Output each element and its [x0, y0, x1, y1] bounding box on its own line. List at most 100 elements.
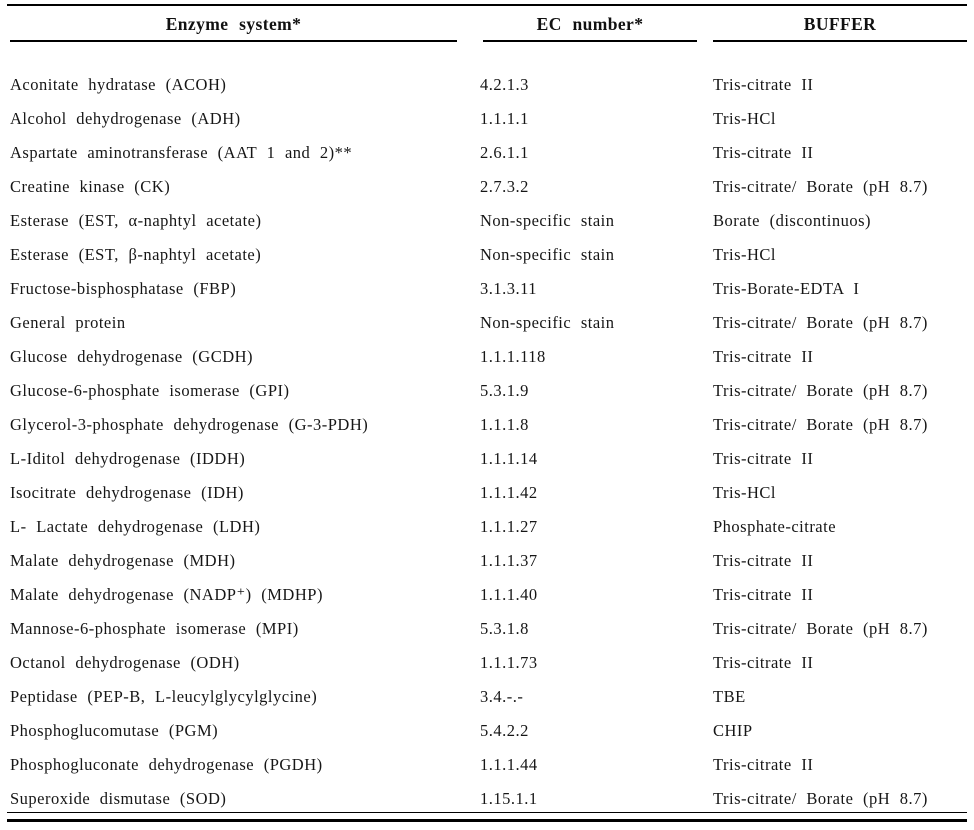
ec-number-cell: 1.15.1.1	[480, 789, 538, 808]
enzyme-system-cell: L-Iditol dehydrogenase (IDDH)	[10, 449, 246, 468]
enzyme-system-cell: Peptidase (PEP-B, L-leucylglycylglycine)	[10, 687, 318, 706]
buffer-header-underline	[713, 40, 967, 42]
table-bottom-rule-thick	[7, 819, 967, 822]
table-row: Octanol dehydrogenase (ODH) 1.1.1.73 Tris-…	[0, 646, 974, 680]
table-row: L-Iditol dehydrogenase (IDDH) 1.1.1.14 Tri…	[0, 442, 974, 476]
table-row: Malate dehydrogenase (MDH) 1.1.1.37 Tris-c…	[0, 544, 974, 578]
enzyme-system-cell: Fructose-bisphosphatase (FBP)	[10, 279, 237, 298]
enzyme-system-cell: Glycerol-3-phosphate dehydrogenase (G-3-…	[10, 415, 369, 434]
buffer-cell: Tris-citrate/ Borate (pH 8.7)	[713, 789, 928, 808]
enzyme-system-cell: Malate dehydrogenase (MDH)	[10, 551, 236, 570]
ec-number-cell: Non-specific stain	[480, 245, 615, 264]
table-row: Glucose dehydrogenase (GCDH) 1.1.1.118 Tri…	[0, 340, 974, 374]
enzyme-system-cell: L- Lactate dehydrogenase (LDH)	[10, 517, 261, 536]
enzyme-system-cell: Esterase (EST, α-naphtyl acetate)	[10, 211, 262, 230]
enzyme-system-cell: Creatine kinase (CK)	[10, 177, 171, 196]
ec-number-cell: 1.1.1.37	[480, 551, 538, 570]
enzyme-system-cell: Malate dehydrogenase (NADP⁺) (MDHP)	[10, 585, 323, 604]
ec-number-cell: 1.1.1.42	[480, 483, 538, 502]
table-header: Enzyme system* EC number* BUFFER	[0, 11, 974, 37]
enzyme-system-cell: Glucose-6-phosphate isomerase (GPI)	[10, 381, 290, 400]
table-row: L- Lactate dehydrogenase (LDH) 1.1.1.27 Ph…	[0, 510, 974, 544]
buffer-cell: Tris-citrate/ Borate (pH 8.7)	[713, 619, 928, 638]
column-header-ec-number: EC number*	[536, 14, 644, 34]
buffer-cell: Tris-citrate/ Borate (pH 8.7)	[713, 177, 928, 196]
table-row: Isocitrate dehydrogenase (IDH) 1.1.1.42 Tr…	[0, 476, 974, 510]
enzyme-system-cell: Phosphoglucomutase (PGM)	[10, 721, 219, 740]
ec-number-cell: 2.7.3.2	[480, 177, 529, 196]
buffer-cell: Tris-citrate II	[713, 143, 814, 162]
table-row: Phosphoglucomutase (PGM) 5.4.2.2 CHIP	[0, 714, 974, 748]
ec-number-cell: 5.3.1.9	[480, 381, 529, 400]
buffer-cell: Tris-HCl	[713, 245, 776, 264]
buffer-cell: Tris-citrate II	[713, 347, 814, 366]
enzyme-system-cell: General protein	[10, 313, 126, 332]
table-row: Aspartate aminotransferase (AAT 1 and 2)…	[0, 136, 974, 170]
ec-number-header-underline	[483, 40, 697, 42]
table-bottom-rule-thin	[7, 812, 967, 813]
enzyme-system-cell: Aspartate aminotransferase (AAT 1 and 2)…	[10, 143, 353, 162]
table-row: Fructose-bisphosphatase (FBP) 3.1.3.11 Tri…	[0, 272, 974, 306]
buffer-cell: Tris-HCl	[713, 109, 776, 128]
buffer-cell: Tris-HCl	[713, 483, 776, 502]
enzyme-system-cell: Aconitate hydratase (ACOH)	[10, 75, 227, 94]
buffer-cell: Tris-citrate/ Borate (pH 8.7)	[713, 381, 928, 400]
buffer-cell: Phosphate-citrate	[713, 517, 837, 536]
table-row: Mannose-6-phosphate isomerase (MPI) 5.3.1…	[0, 612, 974, 646]
buffer-cell: Tris-citrate II	[713, 75, 814, 94]
column-header-enzyme-system: Enzyme system*	[165, 14, 302, 34]
table-row: Creatine kinase (CK) 2.7.3.2 Tris-citrate/…	[0, 170, 974, 204]
buffer-cell: Tris-citrate II	[713, 585, 814, 604]
table-row: Phosphogluconate dehydrogenase (PGDH) 1.1…	[0, 748, 974, 782]
table-row: Alcohol dehydrogenase (ADH) 1.1.1.1 Tris-H…	[0, 102, 974, 136]
ec-number-cell: Non-specific stain	[480, 313, 615, 332]
enzyme-system-header-underline	[10, 40, 457, 42]
ec-number-cell: 1.1.1.118	[480, 347, 546, 366]
ec-number-cell: 1.1.1.27	[480, 517, 538, 536]
ec-number-cell: 1.1.1.73	[480, 653, 538, 672]
table-top-rule	[7, 4, 967, 6]
table-row: Esterase (EST, α-naphtyl acetate) Non-spe…	[0, 204, 974, 238]
enzyme-system-cell: Isocitrate dehydrogenase (IDH)	[10, 483, 244, 502]
ec-number-cell: 1.1.1.8	[480, 415, 529, 434]
ec-number-cell: 2.6.1.1	[480, 143, 529, 162]
buffer-cell: TBE	[713, 687, 746, 706]
ec-number-cell: 5.4.2.2	[480, 721, 529, 740]
buffer-cell: Tris-Borate-EDTA I	[713, 279, 860, 298]
buffer-cell: Tris-citrate/ Borate (pH 8.7)	[713, 313, 928, 332]
enzyme-system-cell: Alcohol dehydrogenase (ADH)	[10, 109, 241, 128]
enzyme-system-cell: Superoxide dismutase (SOD)	[10, 789, 227, 808]
buffer-cell: Borate (discontinuos)	[713, 211, 872, 230]
table-row: Glycerol-3-phosphate dehydrogenase (G-3-…	[0, 408, 974, 442]
enzyme-system-cell: Phosphogluconate dehydrogenase (PGDH)	[10, 755, 323, 774]
table-row: Glucose-6-phosphate isomerase (GPI) 5.3.1…	[0, 374, 974, 408]
buffer-cell: CHIP	[713, 721, 753, 740]
enzyme-system-cell: Mannose-6-phosphate isomerase (MPI)	[10, 619, 299, 638]
buffer-cell: Tris-citrate II	[713, 551, 814, 570]
ec-number-cell: Non-specific stain	[480, 211, 615, 230]
table-row: General protein Non-specific stain Tris-ci…	[0, 306, 974, 340]
ec-number-cell: 1.1.1.40	[480, 585, 538, 604]
table-row: Aconitate hydratase (ACOH) 4.2.1.3 Tris-ci…	[0, 68, 974, 102]
enzyme-system-cell: Esterase (EST, β-naphtyl acetate)	[10, 245, 262, 264]
ec-number-cell: 3.1.3.11	[480, 279, 538, 298]
ec-number-cell: 5.3.1.8	[480, 619, 529, 638]
ec-number-cell: 1.1.1.44	[480, 755, 538, 774]
table-body: Aconitate hydratase (ACOH) 4.2.1.3 Tris-ci…	[0, 68, 974, 816]
buffer-cell: Tris-citrate/ Borate (pH 8.7)	[713, 415, 928, 434]
ec-number-cell: 1.1.1.1	[480, 109, 529, 128]
buffer-cell: Tris-citrate II	[713, 653, 814, 672]
table-row: Esterase (EST, β-naphtyl acetate) Non-spe…	[0, 238, 974, 272]
table-row: Malate dehydrogenase (NADP⁺) (MDHP) 1.1.1…	[0, 578, 974, 612]
table-row: Superoxide dismutase (SOD) 1.15.1.1 Tris-c…	[0, 782, 974, 816]
table-row: Peptidase (PEP-B, L-leucylglycylglycine)…	[0, 680, 974, 714]
ec-number-cell: 4.2.1.3	[480, 75, 529, 94]
buffer-cell: Tris-citrate II	[713, 755, 814, 774]
ec-number-cell: 3.4.-.-	[480, 687, 524, 706]
column-header-buffer: BUFFER	[803, 14, 877, 34]
buffer-cell: Tris-citrate II	[713, 449, 814, 468]
ec-number-cell: 1.1.1.14	[480, 449, 538, 468]
enzyme-system-cell: Glucose dehydrogenase (GCDH)	[10, 347, 254, 366]
enzyme-system-cell: Octanol dehydrogenase (ODH)	[10, 653, 240, 672]
